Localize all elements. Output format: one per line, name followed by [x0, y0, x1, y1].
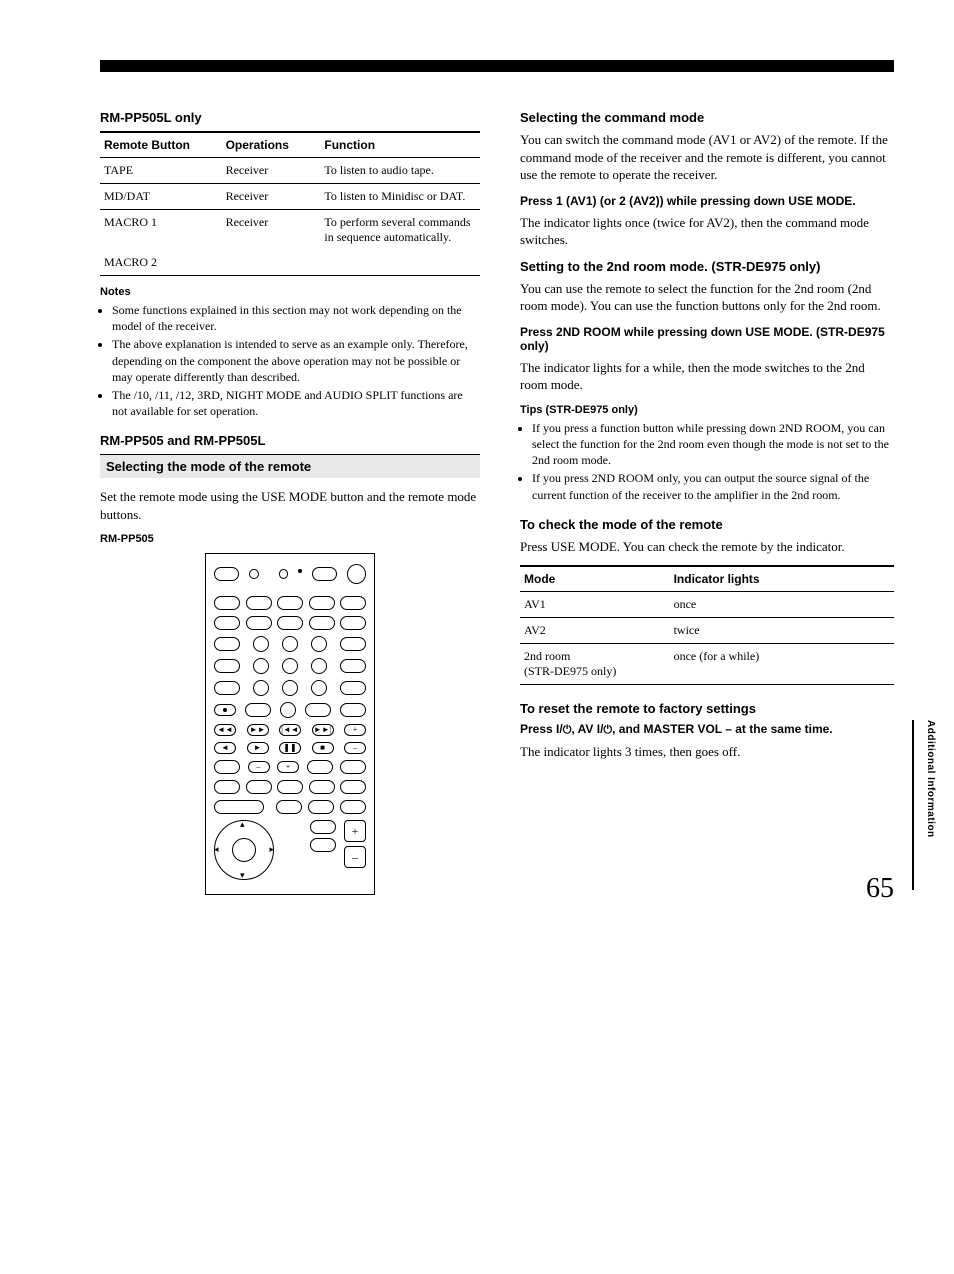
heading-check-mode: To check the mode of the remote [520, 517, 894, 532]
table-cell: Receiver [222, 158, 321, 184]
page-number: 65 [866, 873, 894, 905]
table-cell: AV2 [520, 618, 670, 644]
table-cell: TAPE [100, 158, 222, 184]
remote-label: RM-PP505 [100, 533, 480, 545]
heading-rmpp505-and-l: RM-PP505 and RM-PP505L [100, 433, 480, 448]
p-mode-switches: The indicator lights for a while, then t… [520, 359, 894, 394]
table-cell: twice [670, 618, 894, 644]
tips-list: If you press a function button while pre… [520, 420, 894, 503]
table-cell: To listen to audio tape. [320, 158, 480, 184]
table-cell: MACRO 2 [100, 250, 222, 276]
table-cell [320, 250, 480, 276]
col-mode: Mode [520, 566, 670, 592]
tip-item: If you press a function button while pre… [532, 420, 894, 469]
note-item: Some functions explained in this section… [112, 302, 480, 334]
col-function: Function [320, 132, 480, 158]
side-label: Additional Information [925, 720, 936, 838]
heading-reset-remote: To reset the remote to factory settings [520, 701, 894, 716]
header-bar [100, 60, 894, 72]
table-cell: once [670, 592, 894, 618]
section-body: Set the remote mode using the USE MODE b… [100, 488, 480, 523]
p-indicator-lights: The indicator lights once (twice for AV2… [520, 214, 894, 249]
table-cell: Receiver [222, 210, 321, 251]
remote-button-table: Remote Button Operations Function TAPERe… [100, 131, 480, 276]
p-check-mode: Press USE MODE. You can check the remote… [520, 538, 894, 556]
left-column: RM-PP505L only Remote Button Operations … [100, 110, 480, 895]
tip-item: If you press 2ND ROOM only, you can outp… [532, 470, 894, 502]
note-item: The /10, /11, /12, 3RD, NIGHT MODE and A… [112, 387, 480, 419]
col-indicator: Indicator lights [670, 566, 894, 592]
p-command-mode: You can switch the command mode (AV1 or … [520, 131, 894, 184]
table-cell: To listen to Minidisc or DAT. [320, 184, 480, 210]
heading-2nd-room-mode: Setting to the 2nd room mode. (STR-DE975… [520, 259, 894, 274]
heading-press-1-2: Press 1 (AV1) (or 2 (AV2)) while pressin… [520, 194, 894, 208]
right-column: Selecting the command mode You can switc… [520, 110, 894, 895]
heading-rmpp505l-only: RM-PP505L only [100, 110, 480, 125]
heading-press-power: Press I/⏻, AV I/⏻, and MASTER VOL – at t… [520, 722, 894, 737]
heading-press-2nd-room: Press 2ND ROOM while pressing down USE M… [520, 325, 894, 353]
table-cell [222, 250, 321, 276]
p-reset: The indicator lights 3 times, then goes … [520, 743, 894, 761]
table-cell: 2nd room (STR-DE975 only) [520, 644, 670, 685]
mode-indicator-table: Mode Indicator lights AV1onceAV2twice2nd… [520, 565, 894, 685]
remote-illustration: ◄◄ ►► |◄◄ ►►| + ◄ ► ❚❚ ■ – –+ [205, 553, 375, 895]
table-cell: To perform several commands in sequence … [320, 210, 480, 251]
p-2nd-room: You can use the remote to select the fun… [520, 280, 894, 315]
notes-list: Some functions explained in this section… [100, 302, 480, 419]
note-item: The above explanation is intended to ser… [112, 336, 480, 385]
section-selecting-mode: Selecting the mode of the remote [100, 454, 480, 478]
col-operations: Operations [222, 132, 321, 158]
table-cell: MD/DAT [100, 184, 222, 210]
side-tab [900, 720, 914, 890]
table-cell: AV1 [520, 592, 670, 618]
table-cell: MACRO 1 [100, 210, 222, 251]
tips-heading: Tips (STR-DE975 only) [520, 404, 894, 416]
notes-heading: Notes [100, 286, 480, 298]
table-cell: Receiver [222, 184, 321, 210]
table-cell: once (for a while) [670, 644, 894, 685]
heading-selecting-command-mode: Selecting the command mode [520, 110, 894, 125]
col-remote-button: Remote Button [100, 132, 222, 158]
